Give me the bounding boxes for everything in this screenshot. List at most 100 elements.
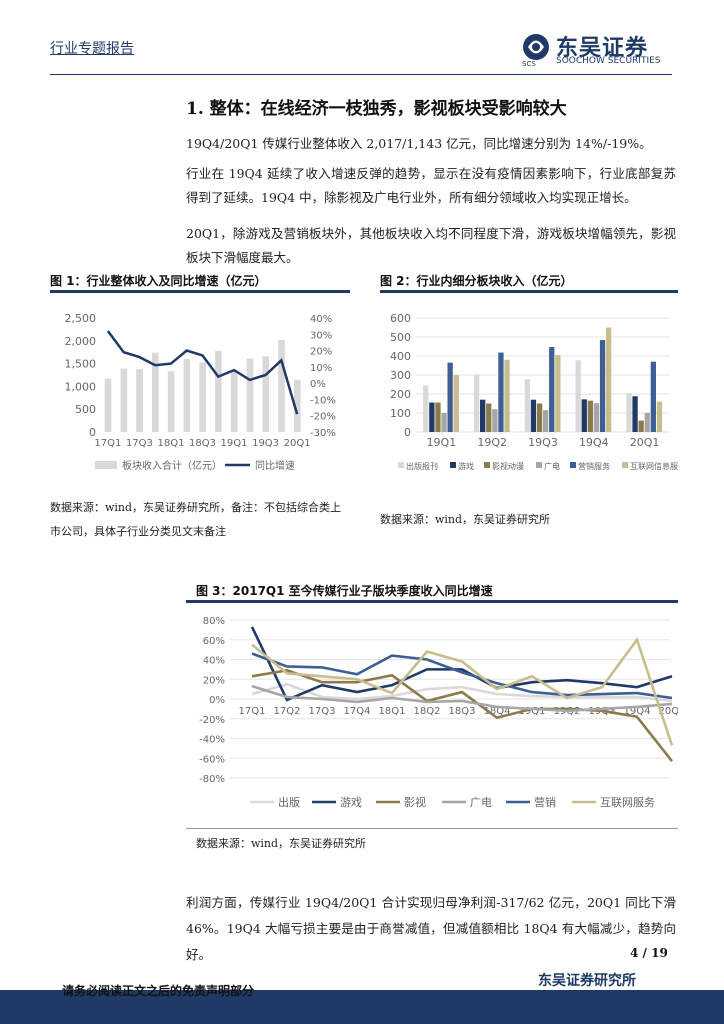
fig2-bar: [441, 413, 447, 432]
fig3-ytick: -40%: [199, 735, 225, 746]
profit-paragraph: 利润方面，传媒行业 19Q4/20Q1 合计实现归母净利润-317/62 亿元，…: [186, 895, 676, 962]
fig1-ytick-right: 20%: [310, 347, 332, 358]
fig2-legend-label: 广电: [544, 461, 560, 471]
fig2-bar: [447, 362, 453, 432]
fig1-ytick-left: 2,000: [65, 335, 97, 348]
fig3-xtick: 18Q3: [449, 706, 476, 717]
fig2-bar: [536, 403, 543, 432]
fig1-ytick-right: 30%: [310, 330, 332, 341]
fig2-bar: [650, 361, 656, 432]
fig1-xtick: 18Q3: [189, 438, 216, 449]
fig2-legend-swatch: [450, 462, 456, 468]
footer-band: [0, 990, 724, 1024]
fig1-ytick-right: 40%: [310, 314, 332, 325]
fig3-xtick: 20Q1: [659, 706, 678, 717]
fig1-ytick-left: 0: [89, 426, 96, 439]
fig1-ytick-right: -10%: [310, 395, 336, 406]
logo-chinese-name: 东吴证券: [556, 36, 649, 61]
fig2-bar: [429, 402, 435, 432]
fig1-xtick: 18Q1: [157, 438, 184, 449]
fig1-bar: [262, 356, 270, 432]
fig1-ytick-right: -30%: [310, 428, 336, 439]
fig3-xtick: 17Q3: [309, 706, 336, 717]
fig3-title: 图 3：2017Q1 至今传媒行业子版块季度收入同比增速: [196, 584, 493, 598]
fig2-xtick: 19Q2: [477, 436, 507, 449]
fig2-xtick: 19Q1: [427, 436, 457, 449]
fig1-ytick-right: 0%: [310, 379, 326, 390]
fig1-xtick: 17Q3: [126, 438, 153, 449]
fig3-xtick: 18Q2: [414, 706, 441, 717]
fig3-series-line: [251, 682, 673, 703]
fig2-bar: [504, 359, 510, 432]
org-name: 东吴证券研究所: [538, 973, 636, 989]
fig3-source: 数据来源：wind，东吴证券研究所: [196, 837, 367, 850]
fig1-legend-line-label: 同比增速: [255, 459, 295, 472]
fig1-ytick-left: 500: [75, 403, 96, 416]
fig3-xtick: 17Q1: [239, 706, 266, 717]
fig3-xtick: 17Q2: [274, 706, 301, 717]
fig1-xtick: 19Q1: [221, 438, 248, 449]
fig2-bar: [423, 385, 429, 432]
fig1-bar: [136, 369, 143, 432]
fig3-legend-label: 游戏: [340, 796, 362, 809]
fig3-legend-label: 互联网服务: [600, 796, 655, 809]
paragraph-1: 19Q4/20Q1 传媒行业整体收入 2,017/1,143 亿元，同比增速分别…: [186, 136, 652, 151]
fig2-ytick: 500: [390, 331, 411, 344]
fig2-bar: [638, 420, 644, 432]
fig3-ytick: 80%: [203, 616, 225, 627]
fig3-ytick: 40%: [203, 656, 225, 667]
fig2-chart: 0 100 200 300 400 500 600 19Q1 19Q2 19Q3 19Q4 20Q1 出…: [390, 312, 678, 471]
fig2-bar: [486, 403, 492, 432]
fig2-ytick: 600: [390, 312, 411, 325]
logo-code: SCS: [522, 60, 536, 68]
fig3-legend-label: 影视: [404, 795, 426, 809]
fig1-source: 数据来源：wind，东吴证券研究所，备注：不包括综合类上市公司，具体子行业分类见…: [50, 501, 342, 538]
fig3-ytick: 0%: [209, 695, 225, 706]
fig2-bar: [555, 355, 561, 432]
fig1-ytick-left: 1,500: [65, 358, 97, 371]
fig3-legend-label: 营销: [534, 795, 556, 809]
fig1-legend-bar-label: 板块收入合计（亿元）: [122, 459, 222, 472]
fig2-bar: [632, 396, 638, 432]
fig1-growth-line: [106, 330, 299, 415]
fig2-legend-label: 出版报刊: [406, 461, 438, 471]
fig3-xtick: 18Q4: [484, 706, 511, 717]
fig2-bar: [581, 399, 587, 432]
fig2-ytick: 0: [404, 426, 411, 439]
fig1-rule: [50, 290, 350, 293]
fig1-bar: [120, 368, 128, 432]
fig1-ytick-right: 10%: [310, 363, 332, 374]
fig2-ytick: 300: [390, 369, 411, 382]
fig1-xtick: 20Q1: [284, 438, 311, 449]
fig3-xtick: 18Q1: [379, 706, 406, 717]
fig2-legend-label: 互联网信息服务: [630, 461, 678, 471]
fig2-legend-swatch: [622, 462, 628, 468]
fig2-title: 图 2：行业内细分板块收入（亿元）: [380, 274, 573, 288]
fig2-legend-swatch: [570, 462, 576, 468]
fig2-legend-swatch: [536, 462, 542, 468]
fig3-ytick: 60%: [203, 636, 225, 647]
fig2-bar: [492, 409, 498, 432]
fig1-bar: [104, 378, 112, 432]
fig1-bar: [246, 358, 254, 432]
fig2-legend-swatch: [398, 462, 404, 468]
fig2-bar: [644, 413, 650, 432]
fig1-legend-bar-swatch: [95, 461, 117, 469]
fig1-chart: 0 500 1,000 1,500 2,000 2,500 -30% -20% -10% 0% 10…: [65, 312, 336, 472]
fig2-ytick: 100: [390, 407, 411, 420]
fig2-ytick: 200: [390, 388, 411, 401]
fig2-legend-swatch: [484, 462, 490, 468]
fig3-legend-label: 广电: [470, 796, 492, 809]
fig1-bar: [278, 340, 285, 432]
fig1-bar: [199, 362, 206, 432]
paragraph-2: 行业在 19Q4 延续了收入增速反弹的趋势，显示在没有疫情因素影响下，行业底部复…: [186, 166, 676, 205]
fig3-xtick: 19Q4: [624, 706, 651, 717]
fig3-series-line: [251, 636, 674, 746]
fig3-xtick: 17Q4: [344, 706, 371, 717]
paragraph-3: 20Q1，除游戏及营销板块外，其他板块收入均不同程度下滑，游戏板块增幅领先，影视…: [186, 226, 676, 265]
fig3-series-line: [251, 669, 674, 763]
fig1-bar: [152, 352, 159, 432]
fig2-xtick: 20Q1: [630, 436, 660, 449]
fig3-ytick: -20%: [199, 715, 225, 726]
fig3-series-line: [251, 652, 673, 700]
